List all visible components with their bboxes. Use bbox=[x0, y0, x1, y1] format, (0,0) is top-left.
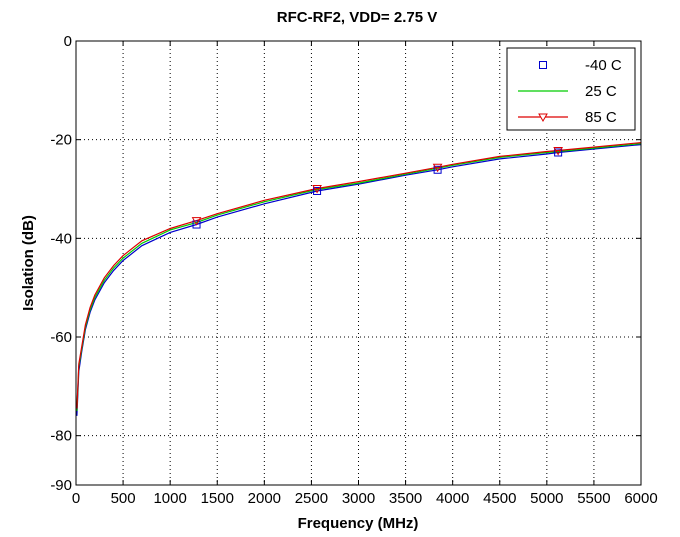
y-axis-ticks: -90 -80 -60 -40 -20 0 bbox=[50, 33, 641, 494]
data-point bbox=[312, 185, 322, 194]
data-point bbox=[313, 186, 322, 195]
series-lines bbox=[76, 142, 642, 416]
x-axis-ticks: 0 500 1000 1500 2000 2500 3000 3500 4000 4500 5000… bbox=[72, 41, 658, 507]
legend-label: 25 C bbox=[585, 83, 617, 100]
y-tick-label: -80 bbox=[50, 428, 72, 445]
series-markers bbox=[191, 147, 563, 229]
series-line-2 bbox=[76, 142, 642, 409]
x-tick-label: 5500 bbox=[577, 490, 610, 507]
y-tick-label: -40 bbox=[50, 230, 72, 247]
legend-marker bbox=[539, 61, 547, 69]
data-point bbox=[191, 217, 202, 226]
legend-label: -40 C bbox=[585, 57, 622, 74]
x-tick-label: 0 bbox=[72, 490, 80, 507]
chart-title: RFC-RF2, VDD= 2.75 V bbox=[277, 9, 437, 26]
x-tick-label: 1000 bbox=[153, 490, 186, 507]
data-point bbox=[433, 165, 442, 174]
x-tick-label: 4000 bbox=[436, 490, 469, 507]
x-tick-label: 500 bbox=[111, 490, 136, 507]
legend: -40 C 25 C 85 C bbox=[506, 47, 636, 131]
x-tick-label: 2000 bbox=[248, 490, 281, 507]
series-line-0 bbox=[76, 144, 642, 416]
legend-box bbox=[506, 47, 636, 131]
legend-marker bbox=[538, 113, 548, 123]
x-tick-label: 3000 bbox=[342, 490, 375, 507]
y-axis-label: Isolation (dB) bbox=[20, 215, 37, 311]
series-line-1 bbox=[76, 143, 642, 412]
x-tick-label: 4500 bbox=[483, 490, 516, 507]
data-point bbox=[554, 148, 563, 157]
data-point bbox=[432, 163, 443, 173]
x-axis-label: Frequency (MHz) bbox=[298, 515, 419, 532]
x-tick-label: 5000 bbox=[530, 490, 563, 507]
y-tick-label: -20 bbox=[50, 132, 72, 149]
y-tick-label: -60 bbox=[50, 329, 72, 346]
legend-label: 85 C bbox=[585, 109, 617, 126]
x-tick-label: 2500 bbox=[295, 490, 328, 507]
y-tick-label: 0 bbox=[64, 33, 72, 50]
x-tick-label: 6000 bbox=[624, 490, 657, 507]
data-point bbox=[553, 147, 563, 156]
x-tick-label: 1500 bbox=[201, 490, 234, 507]
x-tick-label: 3500 bbox=[389, 490, 422, 507]
y-tick-label: -90 bbox=[50, 477, 72, 494]
data-point bbox=[192, 220, 201, 229]
legend-items: -40 C 25 C 85 C bbox=[518, 57, 622, 126]
